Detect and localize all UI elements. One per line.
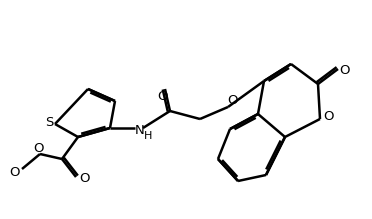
Text: H: H <box>144 131 152 141</box>
Text: O: O <box>34 143 44 155</box>
Text: N: N <box>135 124 145 136</box>
Text: O: O <box>339 65 349 78</box>
Text: O: O <box>79 173 89 185</box>
Text: O: O <box>9 166 19 180</box>
Text: S: S <box>45 115 53 129</box>
Text: O: O <box>157 90 167 104</box>
Text: O: O <box>323 111 333 124</box>
Text: O: O <box>228 94 238 106</box>
